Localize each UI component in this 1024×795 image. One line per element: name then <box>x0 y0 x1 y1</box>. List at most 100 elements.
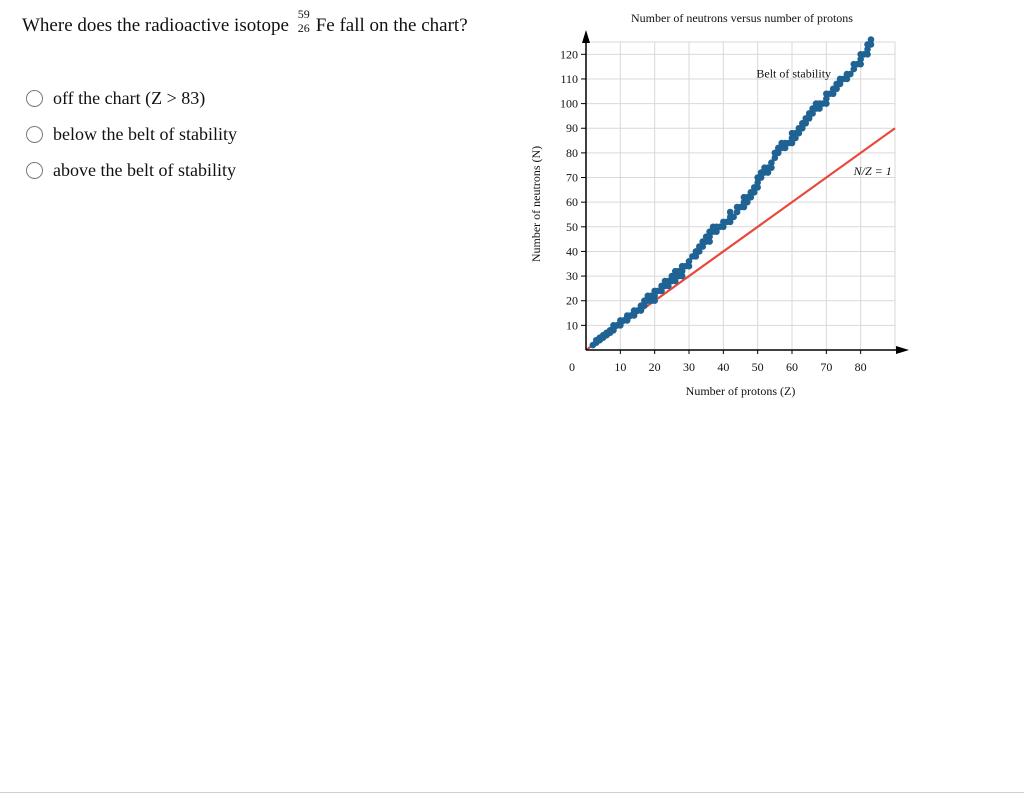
belt-point <box>733 208 741 216</box>
belt-point <box>740 203 748 211</box>
y-tick-label: 40 <box>566 244 578 258</box>
belt-point <box>699 243 707 250</box>
isotope-mass: 59 <box>297 7 310 21</box>
tick-labels: 10 20 30 40 50 60 70 80 10 20 30 40 50 60 70 80 90 100 110… <box>560 47 867 374</box>
belt-point <box>847 70 854 78</box>
belt-point <box>750 189 758 196</box>
belt-point <box>864 46 871 53</box>
x-tick-label: 20 <box>649 360 661 374</box>
belt-point <box>774 149 782 157</box>
x-tick-label: 50 <box>752 360 764 374</box>
option-label: below the belt of stability <box>53 123 237 144</box>
belt-point <box>678 272 686 280</box>
belt-point <box>744 198 751 206</box>
belt-point <box>747 193 755 201</box>
belt-point <box>678 267 686 275</box>
y-tick-label: 100 <box>560 97 578 111</box>
belt-point <box>788 139 796 147</box>
option-off-chart[interactable]: off the chart (Z > 83) <box>26 80 237 116</box>
belt-point <box>726 218 734 226</box>
bottom-divider <box>0 792 1024 793</box>
y-axis-arrow <box>582 30 590 43</box>
option-label: above the belt of stability <box>53 159 236 180</box>
belt-point <box>805 115 813 122</box>
belt-point <box>823 100 830 107</box>
belt-point <box>726 208 734 216</box>
isotope-notation: 59 26 <box>296 8 316 35</box>
belt-point <box>730 213 737 221</box>
belt-point <box>829 90 837 98</box>
belt-point <box>764 169 772 176</box>
belt-point <box>692 253 700 260</box>
belt-point <box>867 36 875 43</box>
y-axis-label: Number of neutrons (N) <box>529 146 543 262</box>
y-tick-label: 20 <box>566 294 578 308</box>
belt-point <box>781 144 789 152</box>
y-tick-label: 80 <box>566 146 578 160</box>
belt-point <box>665 282 672 290</box>
belt-of-stability-label: Belt of stability <box>756 67 831 81</box>
belt-point <box>651 292 658 300</box>
belt-point <box>850 65 858 73</box>
isotope-symbol: Fe <box>315 15 335 36</box>
answer-options: off the chart (Z > 83) below the belt of… <box>26 80 237 188</box>
belt-point <box>696 248 703 255</box>
x-tick-label: 80 <box>855 360 867 374</box>
belt-point <box>833 85 840 93</box>
option-label: off the chart (Z > 83) <box>53 87 206 108</box>
belt-point <box>658 287 665 295</box>
belt-points <box>589 36 875 349</box>
chart-title: Number of neutrons versus number of prot… <box>631 11 853 25</box>
belt-point <box>706 238 713 245</box>
y-tick-label: 10 <box>566 318 578 332</box>
y-tick-label: 60 <box>566 195 578 209</box>
isotope-atomic-number: 26 <box>297 21 310 35</box>
question-prefix: Where does the radioactive isotope <box>22 15 294 36</box>
x-tick-label: 30 <box>683 360 695 374</box>
question-suffix: fall on the chart? <box>334 15 468 36</box>
belt-point <box>792 134 799 142</box>
x-tick-label: 70 <box>820 360 832 374</box>
belt-point <box>864 51 871 58</box>
radio-button[interactable] <box>26 125 43 143</box>
belt-point <box>754 179 761 186</box>
question-text: Where does the radioactive isotope 59 26 F… <box>22 8 468 37</box>
y-tick-label: 120 <box>560 47 578 61</box>
option-below-belt[interactable]: below the belt of stability <box>26 116 237 152</box>
x-axis-label: Number of protons (Z) <box>686 384 796 398</box>
belt-point <box>816 105 823 112</box>
belt-point <box>857 55 864 63</box>
belt-point <box>836 80 844 88</box>
belt-point <box>651 297 658 305</box>
option-above-belt[interactable]: above the belt of stability <box>26 152 237 188</box>
belt-point <box>685 257 693 265</box>
belt-point <box>754 184 761 191</box>
belt-point <box>720 223 727 231</box>
x-tick-label: 10 <box>614 360 626 374</box>
plot-frame <box>585 41 896 351</box>
radio-button[interactable] <box>26 89 43 107</box>
y-tick-label: 110 <box>560 72 578 86</box>
axes <box>581 30 909 354</box>
belt-point <box>802 120 810 127</box>
y-tick-label: 70 <box>566 171 578 185</box>
y-tick-label: 30 <box>566 269 578 283</box>
belt-point <box>809 110 816 117</box>
y-tick-label: 50 <box>566 220 578 234</box>
neutron-proton-chart: Number of neutrons versus number of prot… <box>529 11 909 398</box>
belt-point <box>799 124 806 132</box>
x-tick-label: 40 <box>717 360 729 374</box>
belt-point <box>823 95 830 102</box>
x-tick-label: 60 <box>786 360 798 374</box>
ratio-line-label: N/Z = 1 <box>853 164 892 178</box>
x-axis-arrow <box>896 346 909 354</box>
radio-button[interactable] <box>26 161 43 179</box>
belt-point <box>671 277 679 285</box>
grid <box>585 41 896 351</box>
belt-point <box>867 41 875 48</box>
belt-point <box>685 262 693 270</box>
y-tick-label: 90 <box>566 121 578 135</box>
belt-point <box>771 154 779 162</box>
belt-point <box>857 60 864 68</box>
belt-point <box>713 228 720 236</box>
